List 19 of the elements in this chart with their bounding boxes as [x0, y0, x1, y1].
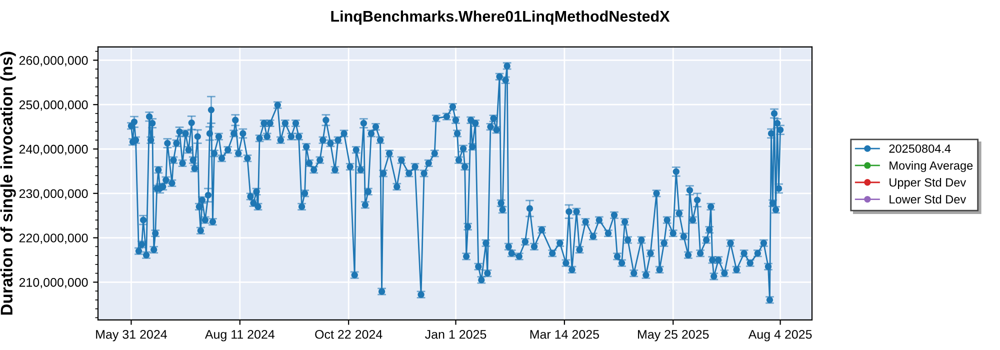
y-axis-title: Duration of single invocation (ns) [0, 52, 16, 315]
x-tick-label: Aug 11 2024 [204, 330, 275, 342]
x-tick-label: May 31 2024 [96, 330, 167, 342]
chart-title: LinqBenchmarks.Where01LinqMethodNestedX [331, 10, 670, 25]
legend-label: Lower Std Dev [890, 194, 966, 204]
legend-label: 20250804.4 [889, 144, 951, 153]
x-tick-label: Mar 14 2025 [530, 330, 600, 339]
y-tick-label: 260,000,000 [19, 56, 88, 66]
legend-label: Upper Std Dev [890, 178, 966, 189]
y-tick-label: 240,000,000 [19, 144, 88, 156]
y-tick-label: 230,000,000 [19, 189, 88, 200]
x-tick-label: Jan 1 2025 [425, 330, 486, 339]
legend-label: Moving Average [890, 161, 973, 172]
x-tick-label: Oct 22 2024 [315, 330, 382, 339]
x-tick-label: Aug 4 2025 [748, 330, 812, 342]
y-tick-label: 250,000,000 [19, 100, 88, 111]
x-tick-label: May 25 2025 [638, 330, 709, 342]
y-tick-label: 210,000,000 [19, 278, 88, 288]
y-tick-label: 220,000,000 [19, 234, 88, 244]
